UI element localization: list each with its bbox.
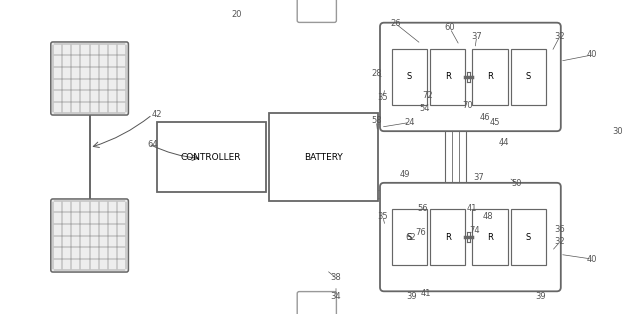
Text: 45: 45	[490, 118, 500, 127]
Text: 41: 41	[420, 289, 431, 298]
Text: 50: 50	[512, 179, 522, 188]
Text: 28: 28	[371, 69, 381, 78]
FancyBboxPatch shape	[269, 113, 378, 201]
Text: 62: 62	[405, 233, 415, 241]
Text: 30: 30	[612, 127, 623, 136]
Text: 41: 41	[467, 204, 477, 213]
Text: 56: 56	[417, 204, 428, 213]
FancyBboxPatch shape	[51, 42, 129, 115]
FancyBboxPatch shape	[297, 292, 337, 314]
Text: 34: 34	[331, 292, 341, 301]
Text: BATTERY: BATTERY	[304, 153, 342, 161]
Text: 32: 32	[555, 237, 565, 246]
Text: 64: 64	[147, 140, 157, 149]
Text: 35: 35	[378, 212, 388, 221]
Text: CONTROLLER: CONTROLLER	[181, 153, 241, 161]
Text: 39: 39	[406, 292, 417, 301]
Text: 32: 32	[555, 32, 565, 41]
Text: 76: 76	[415, 228, 426, 237]
FancyBboxPatch shape	[392, 209, 428, 265]
FancyBboxPatch shape	[511, 209, 546, 265]
Text: 60: 60	[445, 23, 455, 32]
Text: R: R	[487, 233, 493, 241]
Text: R: R	[445, 73, 451, 81]
FancyBboxPatch shape	[392, 49, 428, 105]
Text: S: S	[407, 73, 412, 81]
Text: 70: 70	[462, 101, 472, 110]
Text: 49: 49	[400, 170, 410, 179]
Text: S: S	[525, 233, 531, 241]
FancyBboxPatch shape	[297, 0, 337, 22]
FancyBboxPatch shape	[430, 209, 465, 265]
FancyBboxPatch shape	[380, 23, 561, 131]
Text: 40: 40	[587, 51, 597, 59]
Text: 46: 46	[479, 113, 490, 122]
FancyBboxPatch shape	[511, 49, 546, 105]
FancyBboxPatch shape	[430, 49, 465, 105]
Text: 44: 44	[499, 138, 509, 147]
Text: 39: 39	[536, 292, 546, 301]
Text: 24: 24	[404, 118, 415, 127]
Text: 37: 37	[474, 173, 484, 182]
Text: R: R	[487, 73, 493, 81]
FancyBboxPatch shape	[51, 199, 129, 272]
FancyBboxPatch shape	[157, 122, 266, 192]
Text: 20: 20	[232, 10, 242, 19]
FancyBboxPatch shape	[380, 183, 561, 291]
FancyBboxPatch shape	[472, 209, 508, 265]
Text: 40: 40	[587, 255, 597, 263]
FancyBboxPatch shape	[472, 49, 508, 105]
Text: 38: 38	[331, 273, 341, 282]
Text: 35: 35	[378, 93, 388, 102]
Text: 48: 48	[483, 212, 493, 221]
Text: 26: 26	[390, 19, 401, 28]
Text: 42: 42	[152, 110, 162, 119]
Text: S: S	[525, 73, 531, 81]
Text: 74: 74	[470, 226, 480, 235]
Text: 54: 54	[419, 104, 429, 113]
Text: 36: 36	[555, 225, 565, 234]
Text: 58: 58	[371, 116, 381, 125]
Text: 72: 72	[422, 91, 433, 100]
Text: S: S	[407, 233, 412, 241]
Text: 37: 37	[472, 32, 482, 41]
Text: R: R	[445, 233, 451, 241]
